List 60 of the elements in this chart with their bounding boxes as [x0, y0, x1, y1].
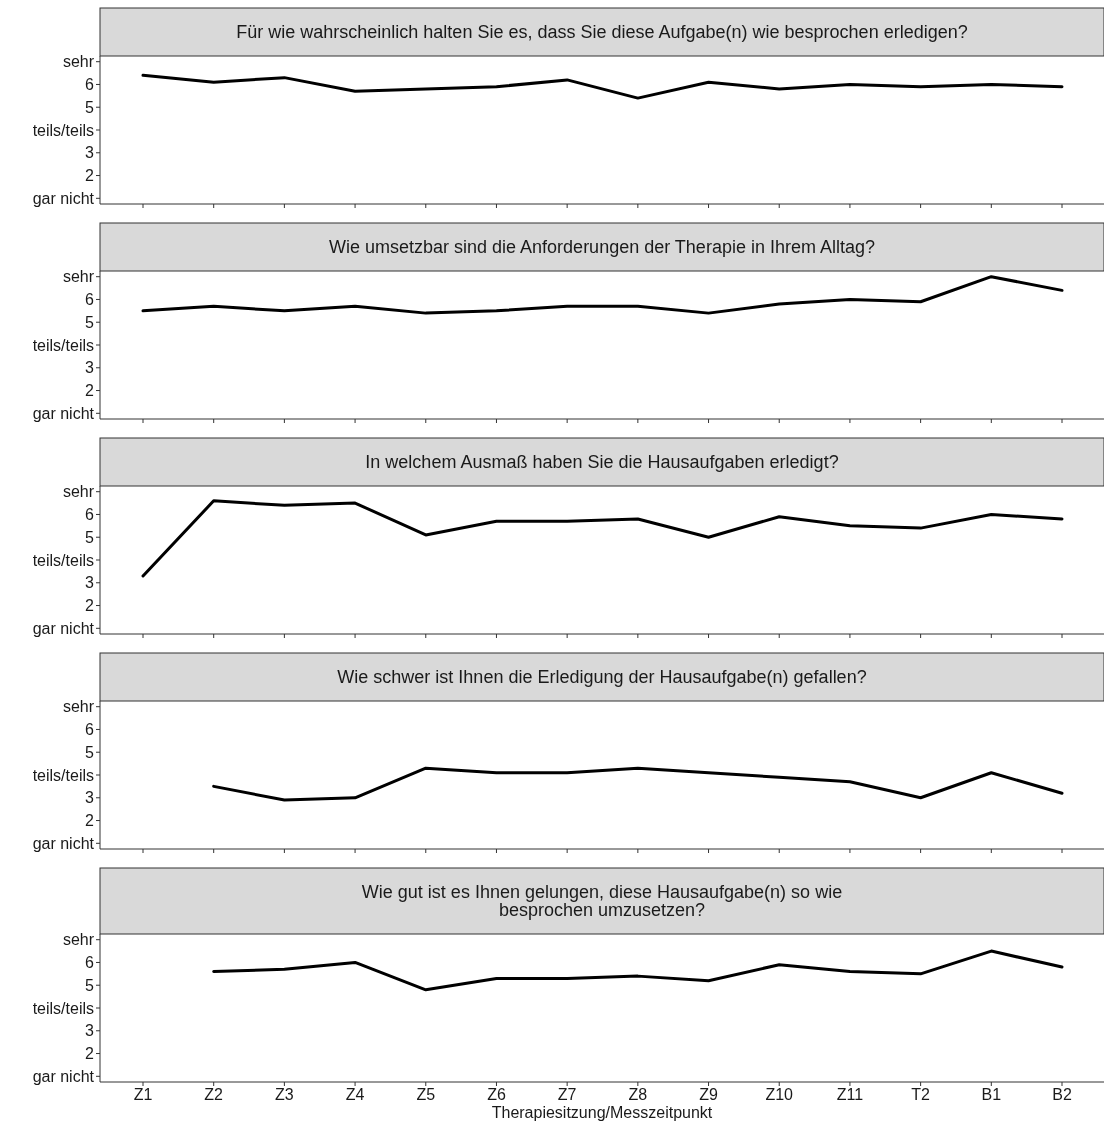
line-series	[212, 766, 1064, 802]
x-tick-label: Z1	[133, 1086, 153, 1103]
x-axis-title: Therapiesitzung/Messzeitpunkt	[491, 1104, 713, 1121]
y-tick-label: 5	[85, 528, 95, 546]
y-tick-label: 5	[85, 976, 95, 994]
y-tick-label: teils/teils	[32, 999, 94, 1017]
x-tick-label: Z5	[416, 1086, 436, 1103]
y-tick-label: sehr	[62, 483, 95, 501]
chart-title: Wie umsetzbar sind die Anforderungen der Therapie in Ihrem Alltag?	[329, 237, 875, 258]
y-tick-label: 2	[85, 167, 95, 185]
y-tick-label: 5	[85, 313, 95, 331]
y-tick-label: 6	[85, 506, 95, 524]
y-tick-label: 3	[85, 144, 95, 162]
x-tick-label: Z7	[557, 1086, 577, 1103]
line-series	[141, 73, 1064, 100]
y-tick-label: teils/teils	[32, 336, 94, 354]
y-tick-label: teils/teils	[32, 766, 94, 784]
x-tick-label: Z3	[275, 1086, 294, 1103]
x-tick-label: Z8	[628, 1086, 648, 1103]
y-tick-label: 6	[85, 721, 95, 739]
x-tick-label: T2	[911, 1086, 931, 1103]
chart-title: Wie schwer ist Ihnen die Erledigung der Hausaufgabe(n) gefallen?	[337, 667, 867, 688]
y-tick-label: 6	[85, 954, 95, 972]
y-tick-label: gar nicht	[32, 189, 95, 207]
x-tick-label: B1	[981, 1086, 1002, 1103]
y-tick-label: gar nicht	[32, 619, 95, 637]
chart-title: Für wie wahrscheinlich halten Sie es, dass Sie diese Aufgabe(n) wie besprochen erledigen?	[236, 22, 968, 43]
y-tick-label: 6	[85, 291, 95, 309]
x-tick-label: Z4	[345, 1086, 365, 1103]
y-tick-label: 3	[85, 789, 95, 807]
line-series	[141, 275, 1064, 315]
y-tick-label: 3	[85, 574, 95, 592]
y-tick-label: 6	[85, 76, 95, 94]
x-tick-label: Z9	[699, 1086, 718, 1103]
x-tick-label: Z10	[765, 1086, 794, 1103]
y-tick-label: 2	[85, 597, 95, 615]
y-tick-label: sehr	[62, 931, 95, 949]
y-tick-label: gar nicht	[32, 1067, 95, 1085]
chart-title: In welchem Ausmaß haben Sie die Hausaufgaben erledigt?	[365, 452, 839, 473]
y-tick-label: 2	[85, 812, 95, 830]
y-tick-label: 2	[85, 1045, 95, 1063]
line-series	[212, 949, 1064, 992]
y-tick-label: gar nicht	[32, 404, 95, 422]
y-tick-label: 3	[85, 1022, 95, 1040]
x-tick-label: Z6	[487, 1086, 506, 1103]
y-tick-label: sehr	[62, 53, 95, 71]
x-tick-label: Z11	[836, 1086, 864, 1103]
y-tick-label: teils/teils	[32, 551, 94, 569]
x-tick-label: B2	[1052, 1086, 1072, 1103]
y-tick-label: 3	[85, 359, 95, 377]
y-tick-label: sehr	[62, 268, 95, 286]
y-tick-label: 5	[85, 743, 95, 761]
y-tick-label: 5	[85, 98, 95, 116]
y-tick-label: teils/teils	[32, 121, 94, 139]
line-series	[141, 499, 1064, 578]
y-tick-label: sehr	[62, 698, 95, 716]
y-tick-label: 2	[85, 382, 95, 400]
y-tick-label: gar nicht	[32, 834, 95, 852]
x-tick-label: Z2	[204, 1086, 224, 1103]
chart-title: Wie gut ist es Ihnen gelungen, diese Hausaufgabe(n) so wie besprochen umzusetzen?	[361, 882, 843, 921]
